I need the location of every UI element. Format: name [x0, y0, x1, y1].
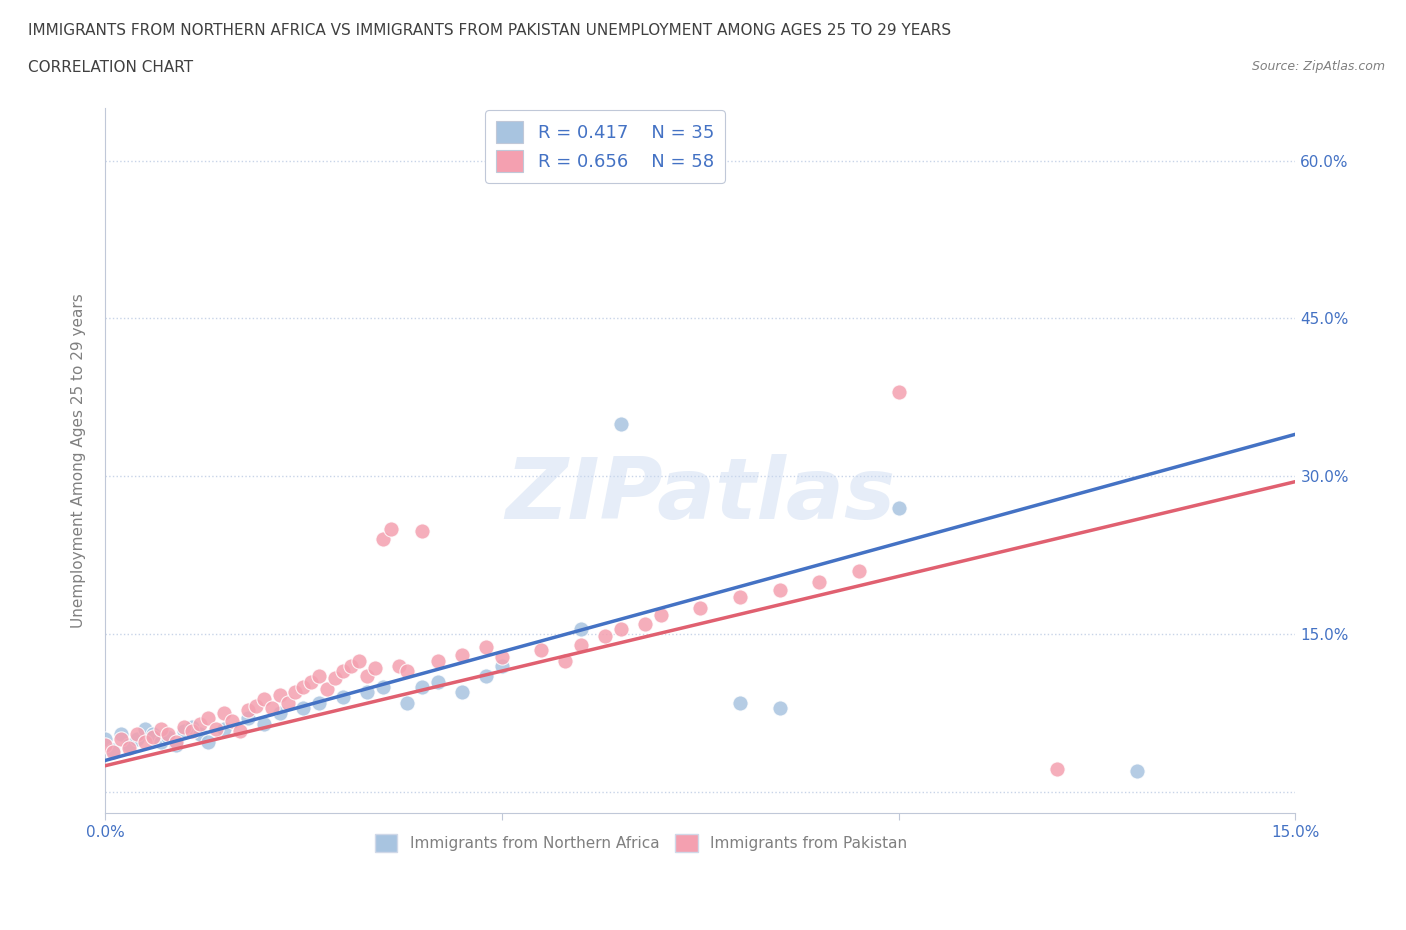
Point — [323, 671, 346, 685]
Point — [149, 734, 172, 749]
Point — [205, 722, 228, 737]
Point — [634, 617, 657, 631]
Point — [530, 643, 553, 658]
Point — [142, 730, 165, 745]
Point — [299, 674, 322, 689]
Point — [212, 722, 235, 737]
Point — [125, 726, 148, 741]
Point — [689, 601, 711, 616]
Point — [332, 664, 354, 679]
Point — [94, 737, 117, 752]
Point — [277, 696, 299, 711]
Point — [1125, 764, 1147, 778]
Point — [125, 732, 148, 747]
Point — [197, 734, 219, 749]
Point — [188, 726, 211, 741]
Point — [134, 734, 156, 749]
Point — [371, 532, 394, 547]
Legend: Immigrants from Northern Africa, Immigrants from Pakistan: Immigrants from Northern Africa, Immigra… — [368, 828, 912, 858]
Point — [142, 726, 165, 741]
Point — [181, 724, 204, 738]
Point — [569, 637, 592, 652]
Point — [236, 702, 259, 717]
Point — [427, 674, 450, 689]
Text: IMMIGRANTS FROM NORTHERN AFRICA VS IMMIGRANTS FROM PAKISTAN UNEMPLOYMENT AMONG A: IMMIGRANTS FROM NORTHERN AFRICA VS IMMIG… — [28, 23, 952, 38]
Point — [380, 522, 402, 537]
Text: Source: ZipAtlas.com: Source: ZipAtlas.com — [1251, 60, 1385, 73]
Point — [188, 716, 211, 731]
Point — [134, 722, 156, 737]
Text: CORRELATION CHART: CORRELATION CHART — [28, 60, 193, 75]
Point — [332, 690, 354, 705]
Point — [371, 680, 394, 695]
Point — [181, 720, 204, 735]
Point — [229, 724, 252, 738]
Point — [101, 742, 124, 757]
Point — [593, 629, 616, 644]
Point — [610, 621, 633, 636]
Point — [887, 385, 910, 400]
Point — [347, 653, 370, 668]
Point — [848, 564, 870, 578]
Point — [157, 726, 180, 741]
Point — [253, 692, 276, 707]
Point — [356, 684, 378, 699]
Point — [650, 608, 672, 623]
Point — [101, 745, 124, 760]
Point — [292, 700, 315, 715]
Point — [395, 696, 418, 711]
Point — [1046, 762, 1069, 777]
Point — [451, 648, 474, 663]
Point — [149, 722, 172, 737]
Point — [292, 680, 315, 695]
Point — [308, 696, 330, 711]
Point — [110, 726, 132, 741]
Point — [260, 700, 283, 715]
Point — [554, 653, 576, 668]
Point — [569, 621, 592, 636]
Point — [221, 713, 243, 728]
Point — [173, 720, 195, 735]
Point — [451, 684, 474, 699]
Point — [728, 590, 751, 604]
Point — [395, 664, 418, 679]
Point — [173, 724, 195, 738]
Point — [197, 711, 219, 725]
Point — [768, 700, 790, 715]
Point — [411, 680, 433, 695]
Point — [316, 682, 339, 697]
Point — [388, 658, 411, 673]
Y-axis label: Unemployment Among Ages 25 to 29 years: Unemployment Among Ages 25 to 29 years — [72, 293, 86, 628]
Point — [356, 669, 378, 684]
Point — [165, 734, 187, 749]
Point — [768, 582, 790, 597]
Point — [364, 660, 387, 675]
Point — [475, 640, 498, 655]
Point — [212, 706, 235, 721]
Point — [728, 696, 751, 711]
Point — [808, 574, 831, 589]
Point — [610, 417, 633, 432]
Point — [94, 732, 117, 747]
Point — [491, 650, 513, 665]
Point — [284, 684, 307, 699]
Point — [887, 500, 910, 515]
Point — [427, 653, 450, 668]
Point — [269, 706, 291, 721]
Point — [118, 737, 141, 752]
Point — [308, 669, 330, 684]
Point — [253, 716, 276, 731]
Point — [118, 740, 141, 755]
Text: ZIPatlas: ZIPatlas — [505, 455, 896, 538]
Point — [491, 658, 513, 673]
Point — [411, 524, 433, 538]
Point — [340, 658, 363, 673]
Point — [157, 730, 180, 745]
Point — [236, 711, 259, 725]
Point — [165, 737, 187, 752]
Point — [269, 688, 291, 703]
Point — [245, 698, 267, 713]
Point — [475, 669, 498, 684]
Point — [110, 732, 132, 747]
